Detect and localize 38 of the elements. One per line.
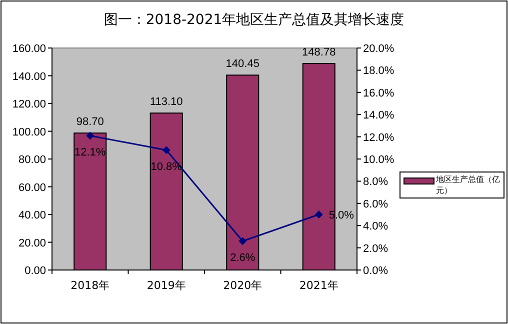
y-tick-label: 160.00 — [12, 43, 46, 55]
y-tick-label: 0.00 — [24, 265, 46, 277]
y-tick-label: 20.00 — [18, 237, 46, 250]
chart-title: 图一：2018-2021年地区生产总值及其增长速度 — [104, 12, 404, 28]
y2-tick-label: 18.0% — [363, 65, 394, 78]
point — [238, 237, 247, 246]
y2-tick-label: 16.0% — [363, 87, 394, 100]
x-tick-label: 2019年 — [146, 279, 186, 292]
point — [314, 210, 323, 218]
y-tick-label: 40.00 — [18, 210, 46, 222]
x-tick-label: 2020年 — [223, 279, 262, 292]
y-tick-label: 60.00 — [18, 182, 46, 194]
y2-tick-label: 20.0% — [363, 43, 394, 55]
y2-tick-label: 6.0% — [363, 198, 388, 210]
y2-tick-label: 10.0% — [363, 154, 394, 166]
y-tick-label: 140.00 — [12, 70, 46, 83]
legend-label: 地区生产总值（亿元） — [436, 174, 501, 196]
data-label: 113.10 — [150, 96, 183, 108]
y-tick-label: 100.00 — [12, 126, 46, 138]
point — [162, 146, 170, 154]
y2-tick-label: 4.0% — [363, 220, 388, 233]
legend: 地区生产总值（亿元） — [400, 172, 504, 198]
y2-tick-label: 2.0% — [363, 242, 388, 255]
data-label: 98.70 — [76, 116, 104, 128]
data-label: 148.78 — [302, 46, 336, 59]
y2-tick-label: 14.0% — [363, 110, 394, 122]
y-tick-label: 120.00 — [12, 98, 46, 110]
x-tick-label: 2021年 — [299, 279, 338, 292]
data-label: 12.1% — [74, 146, 106, 159]
point — [86, 132, 94, 140]
y2-tick-label: 8.0% — [363, 176, 388, 188]
y2-tick-label: 12.0% — [363, 132, 394, 144]
y2-tick-label: 0.0% — [363, 265, 388, 277]
y-tick-label: 80.00 — [18, 154, 46, 166]
data-label: 10.8% — [150, 161, 182, 174]
x-tick-label: 2018年 — [70, 279, 110, 292]
data-label: 2.6% — [230, 252, 256, 264]
data-label: 140.45 — [226, 58, 260, 70]
